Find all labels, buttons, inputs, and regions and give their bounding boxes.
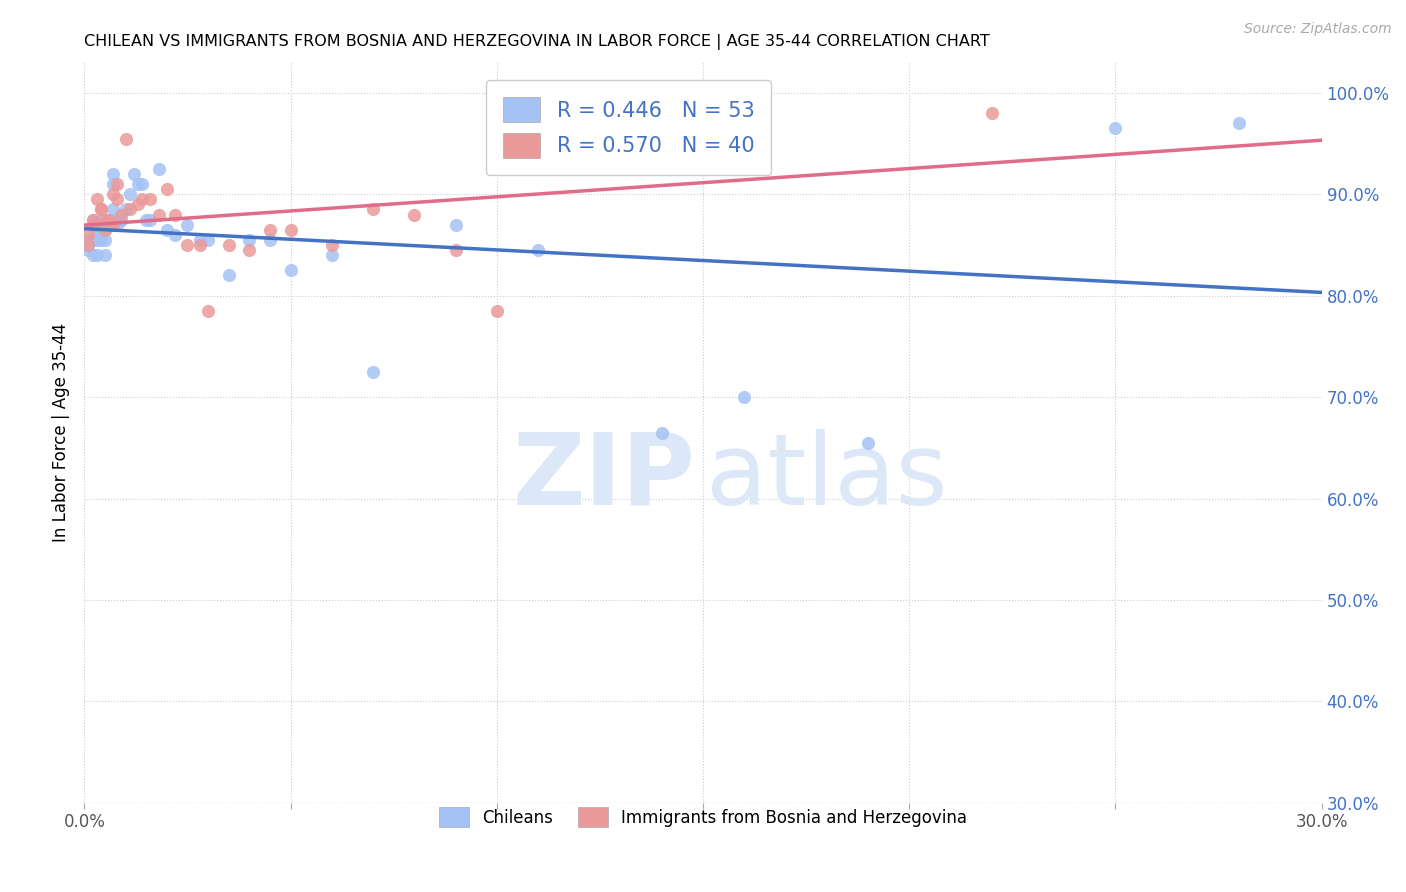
Point	[86, 233, 108, 247]
Point	[238, 243, 260, 257]
Point	[238, 233, 260, 247]
Point	[118, 202, 141, 217]
Point	[86, 192, 108, 206]
Point	[444, 218, 467, 232]
Point	[361, 202, 384, 217]
Point	[188, 238, 211, 252]
Point	[103, 177, 125, 191]
Point	[280, 223, 302, 237]
Point	[82, 212, 104, 227]
Point	[103, 167, 125, 181]
Point	[98, 218, 121, 232]
Text: Source: ZipAtlas.com: Source: ZipAtlas.com	[1244, 22, 1392, 37]
Point	[156, 182, 179, 196]
Point	[86, 218, 108, 232]
Text: CHILEAN VS IMMIGRANTS FROM BOSNIA AND HERZEGOVINA IN LABOR FORCE | AGE 35-44 COR: CHILEAN VS IMMIGRANTS FROM BOSNIA AND HE…	[84, 34, 990, 50]
Point	[733, 390, 755, 404]
Point	[361, 365, 384, 379]
Point	[156, 223, 179, 237]
Point	[651, 425, 673, 440]
Point	[197, 304, 219, 318]
Point	[110, 212, 132, 227]
Legend: Chileans, Immigrants from Bosnia and Herzegovina: Chileans, Immigrants from Bosnia and Her…	[427, 796, 979, 838]
Point	[321, 238, 343, 252]
Point	[165, 208, 187, 222]
Point	[188, 233, 211, 247]
Point	[404, 208, 426, 222]
Point	[94, 223, 117, 237]
Point	[856, 435, 879, 450]
Point	[148, 208, 170, 222]
Text: ZIP: ZIP	[513, 428, 696, 525]
Text: atlas: atlas	[706, 428, 948, 525]
Point	[148, 161, 170, 176]
Point	[90, 202, 112, 217]
Point	[139, 192, 162, 206]
Point	[103, 202, 125, 217]
Point	[77, 243, 100, 257]
Point	[527, 243, 550, 257]
Point	[94, 212, 117, 227]
Point	[94, 218, 117, 232]
Point	[86, 248, 108, 262]
Point	[131, 192, 153, 206]
Point	[98, 212, 121, 227]
Point	[692, 116, 714, 130]
Point	[139, 212, 162, 227]
Point	[485, 304, 508, 318]
Point	[131, 177, 153, 191]
Point	[218, 238, 240, 252]
Point	[110, 212, 132, 227]
Point	[1227, 116, 1250, 130]
Point	[127, 177, 149, 191]
Point	[86, 223, 108, 237]
Point	[980, 106, 1002, 120]
Point	[90, 212, 112, 227]
Point	[568, 146, 591, 161]
Point	[103, 187, 125, 202]
Point	[98, 218, 121, 232]
Point	[90, 202, 112, 217]
Point	[94, 223, 117, 237]
Point	[122, 167, 145, 181]
Y-axis label: In Labor Force | Age 35-44: In Labor Force | Age 35-44	[52, 323, 70, 542]
Point	[259, 223, 281, 237]
Point	[77, 227, 100, 242]
Point	[105, 192, 128, 206]
Point	[94, 233, 117, 247]
Point	[280, 263, 302, 277]
Point	[165, 227, 187, 242]
Point	[176, 218, 198, 232]
Point	[82, 212, 104, 227]
Point	[90, 218, 112, 232]
Point	[98, 212, 121, 227]
Point	[90, 233, 112, 247]
Point	[105, 212, 128, 227]
Point	[110, 208, 132, 222]
Point	[135, 212, 157, 227]
Point	[77, 238, 100, 252]
Point	[114, 131, 136, 145]
Point	[98, 218, 121, 232]
Point	[105, 218, 128, 232]
Point	[444, 243, 467, 257]
Point	[94, 248, 117, 262]
Point	[82, 248, 104, 262]
Point	[86, 218, 108, 232]
Point	[103, 218, 125, 232]
Point	[176, 238, 198, 252]
Point	[118, 187, 141, 202]
Point	[82, 233, 104, 247]
Point	[114, 202, 136, 217]
Point	[218, 268, 240, 283]
Point	[1104, 121, 1126, 136]
Point	[127, 197, 149, 211]
Point	[197, 233, 219, 247]
Point	[321, 248, 343, 262]
Point	[105, 177, 128, 191]
Point	[82, 218, 104, 232]
Point	[90, 227, 112, 242]
Point	[259, 233, 281, 247]
Point	[77, 233, 100, 247]
